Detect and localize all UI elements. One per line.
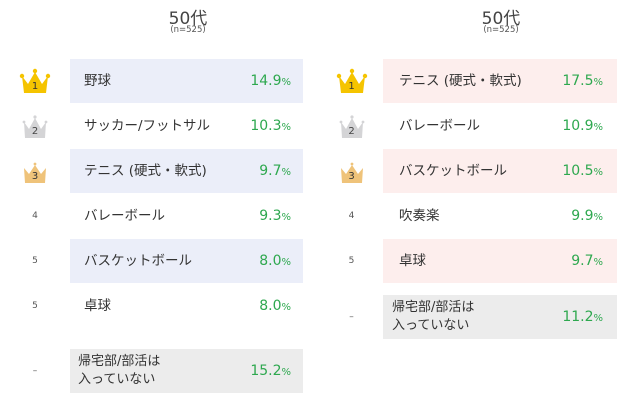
row-label: 卓球 — [399, 252, 426, 269]
bronze-crown-icon: 3 — [335, 157, 369, 185]
ranking-row: 5 バスケットボール 8.0% — [0, 239, 303, 283]
row-value: 9.3% — [259, 208, 291, 224]
rank-number: 4 — [32, 211, 38, 221]
row-label: 吹奏楽 — [399, 207, 440, 224]
ranking-row: 1 野球 14.9% — [0, 59, 303, 103]
row-value: 8.0% — [259, 253, 291, 269]
row-value: 15.2% — [250, 363, 291, 379]
ranking-row: 4 吹奏楽 9.9% — [320, 194, 617, 238]
row-value: 9.7% — [571, 253, 603, 269]
none-row: – 帰宅部/部活は 入っていない 15.2% — [0, 349, 303, 393]
row-label: 帰宅部/部活は 入っていない — [78, 354, 161, 387]
ranking-row: 2 サッカー/フットサル 10.3% — [0, 104, 303, 148]
bronze-crown-icon: 3 — [18, 157, 52, 185]
ranking-panel-left: 50代 (n=525) 1 野球 14.9% 2 サッカー/フットサル 10.3… — [0, 9, 303, 393]
sample-size: (n=525) — [170, 25, 206, 35]
row-value: 10.5% — [562, 163, 603, 179]
rank-dash: – — [349, 312, 354, 322]
silver-crown-icon: 2 — [18, 112, 52, 140]
none-row: – 帰宅部/部活は 入っていない 11.2% — [320, 295, 617, 339]
ranking-row: 5 卓球 8.0% — [0, 284, 303, 328]
ranking-row: 1 テニス (硬式・軟式) 17.5% — [320, 59, 617, 103]
row-value: 8.0% — [259, 298, 291, 314]
silver-crown-icon: 2 — [335, 112, 369, 140]
row-label: サッカー/フットサル — [84, 117, 211, 134]
ranking-row: 3 テニス (硬式・軟式) 9.7% — [0, 149, 303, 193]
row-label: バレーボール — [399, 117, 480, 134]
gold-crown-icon: 1 — [18, 67, 52, 95]
row-label: 卓球 — [84, 297, 111, 314]
row-label: バスケットボール — [399, 162, 507, 179]
rank-number: 5 — [32, 301, 38, 311]
gold-crown-icon: 1 — [335, 67, 369, 95]
rank-dash: – — [32, 366, 38, 376]
ranking-row: 4 バレーボール 9.3% — [0, 194, 303, 238]
ranking-panel-right: 50代 (n=525) 1 テニス (硬式・軟式) 17.5% 2 バレーボール… — [320, 0, 640, 403]
row-label: 野球 — [84, 72, 111, 89]
row-label: テニス (硬式・軟式) — [84, 162, 207, 179]
row-value: 11.2% — [562, 309, 603, 325]
panel-title: 50代 — [168, 9, 208, 29]
row-label: テニス (硬式・軟式) — [399, 72, 522, 89]
ranking-row: 2 バレーボール 10.9% — [320, 104, 617, 148]
sample-size: (n=525) — [483, 25, 519, 35]
row-label: 帰宅部/部活は 入っていない — [392, 300, 475, 333]
row-label: バスケットボール — [84, 252, 192, 269]
ranking-row: 5 卓球 9.7% — [320, 239, 617, 283]
row-value: 17.5% — [562, 73, 603, 89]
rank-number: 5 — [348, 256, 355, 266]
panel-title: 50代 — [481, 9, 521, 29]
rank-number: 5 — [32, 256, 38, 266]
row-value: 9.9% — [571, 208, 603, 224]
row-value: 9.7% — [259, 163, 291, 179]
ranking-row: 3 バスケットボール 10.5% — [320, 149, 617, 193]
row-value: 10.3% — [250, 118, 291, 134]
row-value: 10.9% — [562, 118, 603, 134]
rank-number: 4 — [348, 211, 355, 221]
row-label: バレーボール — [84, 207, 165, 224]
row-value: 14.9% — [250, 73, 291, 89]
